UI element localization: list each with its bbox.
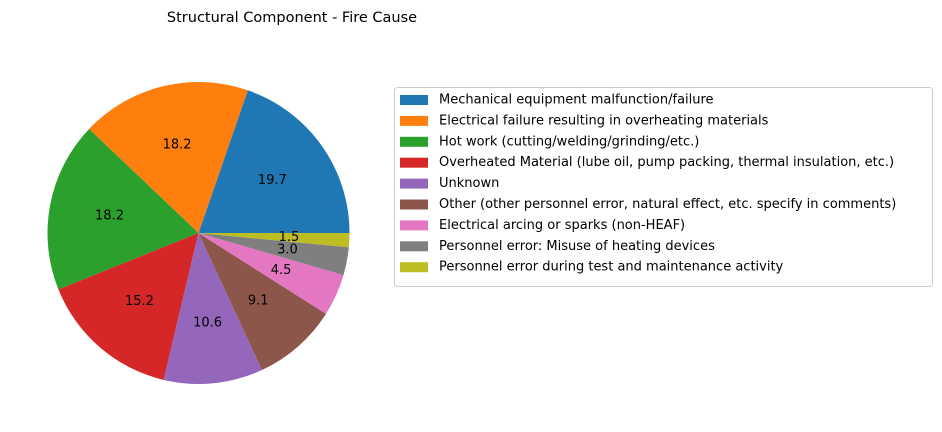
slice-value-label: 9.1 <box>248 294 269 309</box>
legend-label: Electrical failure resulting in overheat… <box>439 113 769 128</box>
pie-slice-5 <box>163 233 262 384</box>
legend-swatch <box>400 157 428 168</box>
legend-swatch <box>400 136 428 147</box>
legend-label: Hot work (cutting/welding/grinding/etc.) <box>439 134 699 149</box>
slice-value-label: 18.2 <box>163 137 192 152</box>
legend-swatch <box>400 262 428 273</box>
legend-label: Electrical arcing or sparks (non-HEAF) <box>439 218 685 233</box>
pie-slice-3 <box>47 128 199 290</box>
slice-value-label: 19.7 <box>258 173 287 188</box>
legend-label: Other (other personnel error, natural ef… <box>439 197 896 212</box>
pie-slice-1 <box>198 90 350 234</box>
pie-slice-7 <box>198 233 344 314</box>
slice-value-label: 15.2 <box>125 294 154 309</box>
legend: Mechanical equipment malfunction/failure… <box>394 87 933 287</box>
legend-swatch <box>400 115 428 126</box>
legend-swatch <box>400 199 428 210</box>
slice-value-label: 18.2 <box>95 209 124 224</box>
legend-swatch <box>400 178 428 189</box>
slice-value-label: 10.6 <box>193 316 222 331</box>
pie-slices <box>47 82 350 384</box>
legend-label: Mechanical equipment malfunction/failure <box>439 93 714 108</box>
legend-label: Overheated Material (lube oil, pump pack… <box>439 155 894 170</box>
legend-label: Personnel error during test and maintena… <box>439 260 784 275</box>
pie-value-labels: 19.7 18.2 18.2 15.2 10.6 9.1 4.5 3.01.5 <box>95 137 299 330</box>
chart-title: Structural Component - Fire Cause <box>167 10 417 26</box>
legend-frame <box>394 87 933 287</box>
legend-label: Unknown <box>439 176 499 191</box>
legend-swatch <box>400 220 428 231</box>
slice-value-label: 1.5 <box>279 230 300 245</box>
pie-slice-9 <box>198 233 350 248</box>
legend-swatch <box>400 95 428 105</box>
legend-swatch <box>400 241 428 252</box>
slice-value-label: 4.5 <box>271 263 292 278</box>
pie-slice-2 <box>89 82 248 234</box>
pie-slice-6 <box>198 233 326 371</box>
legend-label: Personnel error: Misuse of heating devic… <box>439 239 715 254</box>
pie-slice-4 <box>58 233 199 380</box>
pie-slice-8 <box>198 233 349 276</box>
slice-value-label: 3.0 <box>277 242 298 257</box>
